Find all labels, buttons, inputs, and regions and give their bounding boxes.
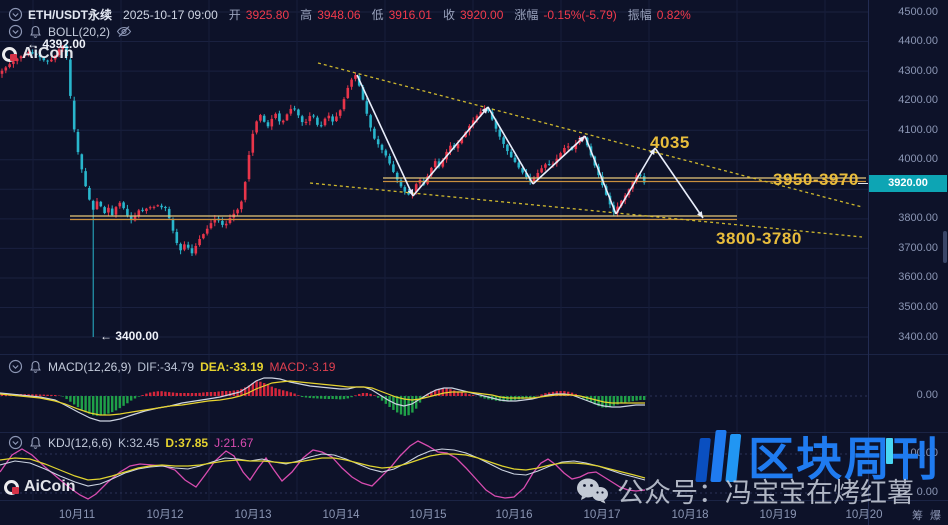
close-label: 收: [442, 8, 455, 22]
price-axis-label: 4200.00: [898, 94, 938, 107]
macd-hist-value: MACD:-3.19: [269, 359, 336, 374]
price-axis-label: 3600.00: [898, 271, 938, 284]
resistance-zone-annotation: 3950-3970: [773, 170, 859, 189]
macd-dea-value: DEA:-33.19: [200, 359, 264, 374]
price-axis-label: 3700.00: [898, 241, 938, 254]
eye-off-icon[interactable]: [116, 25, 132, 38]
price-axis-label: 4100.00: [898, 123, 938, 136]
price-axis-label: 3500.00: [898, 301, 938, 313]
aicoin-logo-icon: [2, 46, 17, 62]
kdj-j-value: J:21.67: [214, 435, 254, 450]
time-axis-label: 10月14: [322, 509, 360, 521]
time-axis-label: 10月13: [234, 509, 272, 521]
time-axis-label: 10月12: [146, 509, 184, 521]
low-label: 低: [371, 8, 384, 22]
candle-datetime: 2025-10-17 09:00: [123, 7, 218, 22]
price-axis-label: 4300.00: [898, 64, 938, 77]
chevron-down-circle-icon[interactable]: [8, 435, 23, 450]
macd-dif-value: DIF:-34.79: [137, 359, 195, 374]
time-axis-label: 10月16: [495, 509, 533, 521]
boll-label[interactable]: BOLL(20,2): [48, 24, 111, 39]
time-axis-label: 10月19: [759, 509, 797, 521]
kdj-layer: [0, 440, 646, 500]
macd-label[interactable]: MACD(12,26,9): [48, 359, 132, 374]
time-axis-label: 10月20: [845, 509, 883, 521]
panel-separator: [0, 432, 948, 433]
alert-bell-icon[interactable]: [29, 360, 42, 374]
price-axis-label: 3800.00: [898, 212, 938, 225]
symbol-label[interactable]: ETH/USDT永续: [28, 8, 113, 22]
alert-bell-icon[interactable]: [29, 436, 42, 450]
time-axis-label: 10月15: [409, 509, 447, 521]
kdj-indicator-row: KDJ(12,6,6) K:32.45 D:37.85 J:21.67: [8, 435, 253, 450]
aicoin-watermark-text: AiCoin: [24, 478, 76, 495]
blockweekly-logo-text: 区块周刊: [748, 433, 940, 485]
macd-layer: [0, 377, 646, 422]
aicoin-watermark-top: AiCoin: [2, 45, 74, 63]
open-value: 3925.80: [245, 7, 290, 22]
macd-axis-zero-label: 0.00: [916, 389, 938, 401]
change-value: -0.15%(-5.79): [543, 7, 617, 22]
high-label: 高: [300, 8, 313, 22]
price-axis-separator: [868, 0, 869, 525]
blockweekly-logo: 区块周刊: [695, 430, 940, 485]
time-axis-label: 10月11: [58, 509, 96, 521]
chevron-down-circle-icon[interactable]: [8, 24, 23, 39]
chevron-down-circle-icon[interactable]: [8, 359, 23, 374]
current-price-badge: 3920.00: [869, 175, 947, 192]
price-axis-label: 4000.00: [898, 153, 938, 166]
price-axis-label: 3400.00: [898, 330, 938, 343]
aicoin-logo-icon: [4, 479, 19, 495]
macd-indicator-row: MACD(12,26,9) DIF:-34.79 DEA:-33.19 MACD…: [8, 359, 335, 374]
kdj-d-value: D:37.85: [165, 435, 209, 450]
panel-separator: [0, 500, 948, 501]
boll-indicator-row: BOLL(20,2): [8, 24, 132, 39]
amplitude-label: 振幅: [627, 8, 652, 22]
trendlines-layer: [309, 62, 863, 238]
support-zone-annotation: 3800-3780: [716, 229, 802, 248]
change-label: 涨幅: [514, 8, 539, 22]
zigzag-arrows-layer: [356, 74, 704, 219]
chart-tool-chip-liquidation[interactable]: 爆: [930, 510, 941, 522]
kdj-k-value: K:32.45: [118, 435, 160, 450]
open-label: 开: [228, 8, 241, 22]
kdj-axis-top-label: 100.00: [904, 447, 938, 459]
chevron-down-circle-icon[interactable]: [8, 7, 23, 22]
chart-tool-chip-chips[interactable]: 筹: [912, 510, 923, 522]
alert-bell-icon[interactable]: [29, 25, 42, 39]
session-high-marker: ← 4392.00: [27, 37, 86, 51]
zone-bands-layer: [70, 177, 866, 221]
flash-crash-low-marker: ← 3400.00: [100, 329, 159, 343]
grid-layer: [0, 0, 868, 500]
blockweekly-cyan-accent: [886, 438, 893, 464]
wechat-icon: [575, 476, 609, 506]
kdj-axis-bottom-label: 0.00: [916, 486, 938, 498]
close-value: 3920.00: [460, 7, 504, 22]
aicoin-watermark-text: AiCoin: [22, 45, 74, 62]
wechat-account-watermark: 公众号：冯宝宝在烤红薯: [575, 471, 914, 510]
low-value: 3916.01: [388, 7, 432, 22]
current-price-tick: [858, 183, 868, 184]
high-value: 3948.06: [317, 7, 361, 22]
aicoin-watermark-bottom: AiCoin: [4, 478, 76, 496]
amplitude-value: 0.82%: [656, 7, 691, 22]
time-axis-label: 10月17: [583, 509, 621, 521]
price-axis-label: 4400.00: [898, 35, 938, 48]
wechat-account-text: 公众号：冯宝宝在烤红薯: [617, 478, 914, 508]
time-axis-label: 10月18: [671, 509, 709, 521]
panel-separator: [0, 354, 948, 355]
price-axis-scrollbar[interactable]: [943, 231, 947, 263]
projected-peak-annotation: 4035: [650, 133, 690, 152]
kdj-label[interactable]: KDJ(12,6,6): [48, 435, 113, 450]
price-axis-label: 4500.00: [898, 5, 938, 18]
ohlc-header: ETH/USDT永续 2025-10-17 09:00 开 3925.80 高 …: [8, 6, 691, 23]
